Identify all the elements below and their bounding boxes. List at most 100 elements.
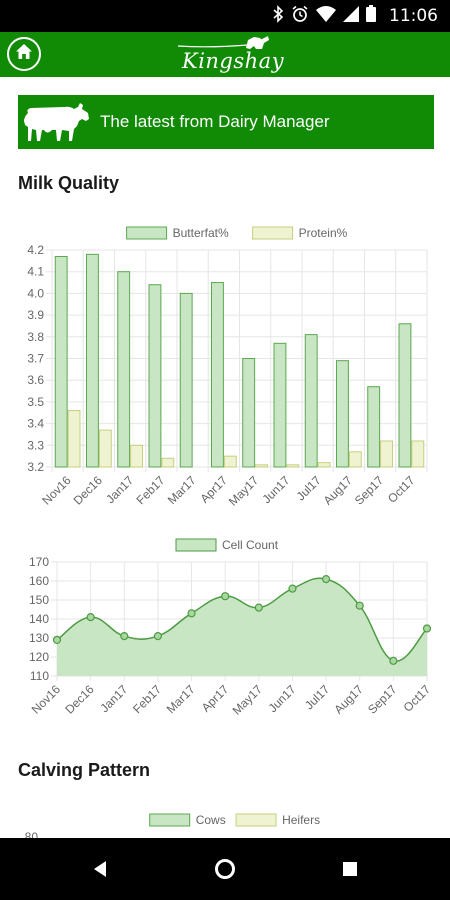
y-tick-label: 3.3 xyxy=(27,438,44,452)
section-title-milk-quality: Milk Quality xyxy=(18,173,120,193)
y-tick-label: 3.5 xyxy=(27,395,44,409)
home-button[interactable] xyxy=(7,37,41,71)
butterfat-bar xyxy=(117,271,131,468)
x-tick-label: Mar17 xyxy=(165,473,199,507)
butterfat-bar xyxy=(398,323,412,468)
x-tick-label: Sep17 xyxy=(352,473,387,508)
cell-count-point xyxy=(187,609,196,618)
signal-icon xyxy=(343,5,359,27)
back-icon[interactable] xyxy=(92,860,108,883)
y-tick-label: 150 xyxy=(29,593,49,607)
x-tick-label: Oct17 xyxy=(385,473,418,506)
x-tick-label: Feb17 xyxy=(130,682,164,716)
cell-count-point xyxy=(120,631,129,641)
cell-count-point xyxy=(355,601,364,610)
butterfat-bar xyxy=(148,284,162,468)
cell-count-point xyxy=(321,574,331,584)
butterfat-bar xyxy=(273,342,287,468)
cell-count-point xyxy=(52,635,62,645)
x-tick-label: Mar17 xyxy=(164,682,198,716)
x-tick-label: Jan17 xyxy=(97,682,130,715)
x-tick-label: Nov16 xyxy=(29,682,64,717)
y-tick-label: 3.7 xyxy=(27,352,44,366)
home-circle-icon[interactable] xyxy=(214,858,236,885)
banner-title: The latest from Dairy Manager xyxy=(100,112,330,131)
x-tick-label: Sep17 xyxy=(365,682,400,717)
legend-swatch xyxy=(252,226,294,240)
protein-bar xyxy=(67,410,81,468)
battery-icon xyxy=(366,5,376,27)
y-tick-label: 3.4 xyxy=(27,417,44,431)
y-tick-label: 130 xyxy=(29,631,49,645)
protein-bar xyxy=(411,440,425,468)
legend-label: Cows xyxy=(196,813,226,827)
kingshay-logo: Kingshay xyxy=(170,34,284,76)
protein-bar xyxy=(286,464,300,468)
butterfat-bar xyxy=(367,386,381,468)
x-tick-label: Jun17 xyxy=(266,682,299,715)
recents-icon[interactable] xyxy=(342,861,358,882)
butterfat-bar xyxy=(179,292,193,468)
home-icon xyxy=(15,43,33,65)
protein-bar xyxy=(130,444,143,468)
cell-count-point xyxy=(422,624,432,633)
butterfat-bar xyxy=(54,256,68,468)
wifi-icon xyxy=(316,5,336,27)
y-tick-label: 3.2 xyxy=(27,460,44,474)
butterfat-bar xyxy=(242,358,256,468)
butterfat-bar xyxy=(304,334,318,468)
x-tick-label: Jun17 xyxy=(259,473,292,506)
cell-count-point xyxy=(86,612,95,622)
protein-bar xyxy=(161,457,175,468)
protein-bar xyxy=(223,455,237,468)
x-tick-label: Jan17 xyxy=(103,473,136,506)
dairy-manager-banner[interactable]: The latest from Dairy Manager xyxy=(18,95,434,149)
y-tick-label: 4.1 xyxy=(27,265,44,279)
legend-label: Heifers xyxy=(282,813,320,827)
y-tick-label: 3.6 xyxy=(27,373,44,387)
cell-count-area xyxy=(57,578,427,676)
legend-label: Butterfat% xyxy=(173,226,229,240)
x-tick-label: Aug17 xyxy=(321,473,356,508)
x-tick-label: Jul17 xyxy=(294,473,324,503)
cell-count-point xyxy=(389,656,398,665)
cow-logo-icon xyxy=(177,36,269,49)
protein-bar xyxy=(380,440,393,468)
logo-text: Kingshay xyxy=(182,49,285,73)
legend-label: Cell Count xyxy=(222,538,279,552)
legend-swatch xyxy=(235,813,277,827)
x-tick-label: Nov16 xyxy=(39,473,74,508)
x-tick-label: Dec16 xyxy=(71,473,106,508)
y-tick-label: 4.2 xyxy=(27,243,44,257)
x-tick-label: Apr17 xyxy=(197,473,230,506)
alarm-icon xyxy=(291,5,309,28)
x-tick-label: Aug17 xyxy=(331,682,366,717)
x-tick-label: Jul17 xyxy=(302,682,332,712)
milk-quality-bar-chart: Butterfat% Protein% 4.2 4.1 4.0 3.9 3.8 3.7 3.6 3… xyxy=(27,226,428,509)
legend-swatch xyxy=(126,226,168,240)
y-tick-label: 120 xyxy=(29,650,49,664)
legend-swatch xyxy=(149,813,191,827)
x-tick-label: Oct17 xyxy=(401,682,434,715)
y-tick-label: 170 xyxy=(29,555,49,569)
y-tick-label: 140 xyxy=(29,612,49,626)
protein-bar xyxy=(255,464,268,468)
cow-icon xyxy=(22,99,92,152)
y-tick-label: 110 xyxy=(30,669,49,683)
butterfat-bar xyxy=(336,360,349,468)
x-tick-label: Dec16 xyxy=(62,682,97,717)
cell-count-point xyxy=(288,584,297,593)
protein-bar xyxy=(317,462,331,468)
protein-bar xyxy=(348,451,362,468)
y-tick-label: 3.9 xyxy=(27,308,44,322)
butterfat-bar xyxy=(211,282,224,468)
y-tick-label: 4.0 xyxy=(27,286,44,300)
cell-count-point xyxy=(254,603,263,612)
status-bar: 11:06 xyxy=(0,0,450,32)
x-tick-label: May17 xyxy=(230,682,266,718)
section-title-calving-pattern: Calving Pattern xyxy=(18,760,151,780)
bluetooth-icon xyxy=(272,4,284,28)
y-tick-label: 3.8 xyxy=(27,330,44,344)
x-tick-label: Feb17 xyxy=(134,473,168,507)
